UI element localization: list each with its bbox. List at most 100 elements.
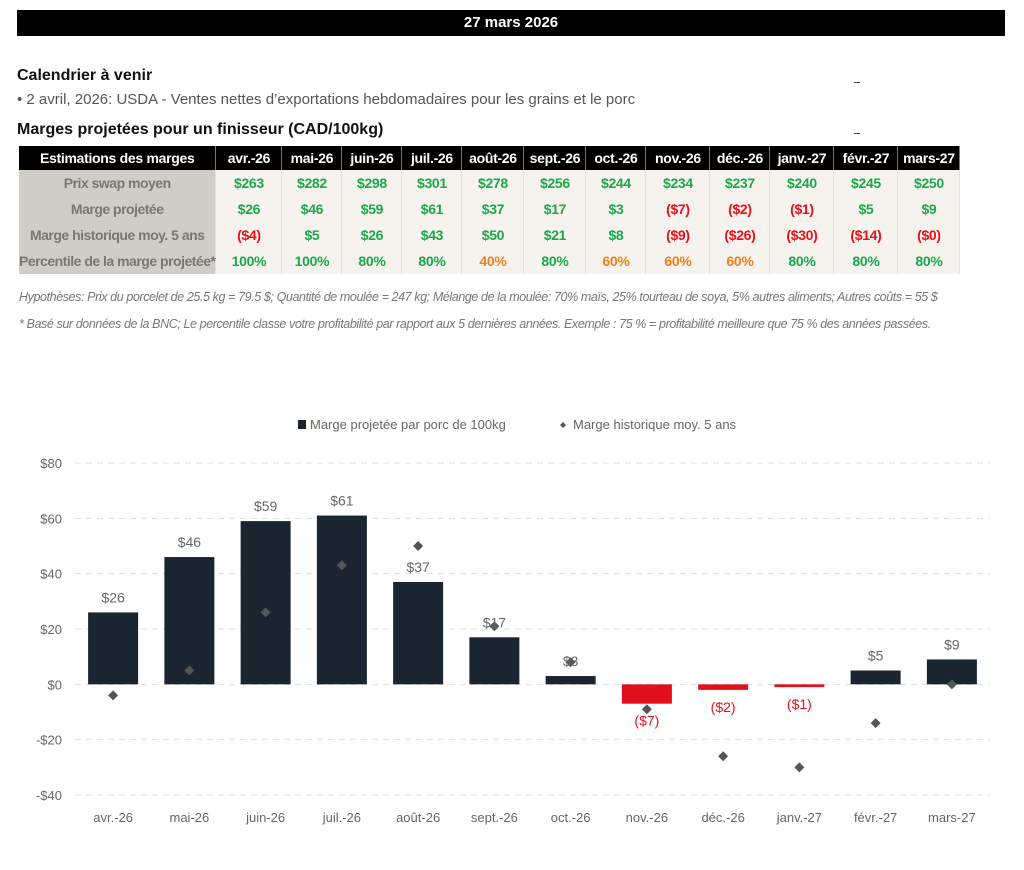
- legend-label-bars: Marge projetée par porc de 100kg: [310, 417, 506, 432]
- table-cell: $301: [401, 170, 463, 196]
- bar-projected-margin: [621, 684, 672, 704]
- table-header-label: Estimations des marges: [19, 146, 217, 170]
- table-cell: $256: [523, 170, 587, 196]
- marker-historical-margin: [565, 657, 576, 668]
- table-cell: 60%: [709, 248, 771, 274]
- bar-data-label: $3: [563, 653, 579, 669]
- table-cell: ($7): [645, 196, 711, 222]
- marker-historical-margin: [184, 665, 195, 676]
- marker-historical-margin: [260, 607, 271, 618]
- bar-projected-margin: [393, 581, 444, 685]
- table-cell: ($30): [769, 222, 835, 248]
- table-cell: $298: [341, 170, 403, 196]
- table-cell: $245: [833, 170, 899, 196]
- table-cell: 100%: [215, 248, 283, 274]
- x-tick-label: juil.-26: [322, 810, 361, 825]
- table-cell: $234: [645, 170, 711, 196]
- y-tick-label: -$20: [36, 733, 62, 748]
- table-cell: ($1): [769, 196, 835, 222]
- table-header-month: juin-26: [341, 146, 403, 170]
- table-header-month: août-26: [461, 146, 525, 170]
- x-tick-label: avr.-26: [93, 810, 133, 825]
- row-label: Marge projetée: [19, 196, 217, 222]
- y-tick-label: $80: [40, 456, 62, 471]
- y-tick-label: $0: [48, 677, 62, 692]
- bar-projected-margin: [88, 612, 139, 685]
- margin-chart: Marge projetée par porc de 100kg Marge h…: [36, 417, 990, 825]
- table-cell: 60%: [645, 248, 711, 274]
- table-cell: ($26): [709, 222, 771, 248]
- x-tick-label: juin-26: [245, 810, 285, 825]
- marker-historical-margin: [108, 690, 119, 701]
- table-cell: $240: [769, 170, 835, 196]
- footnote: * Basé sur données de la BNC; Le percent…: [19, 317, 931, 331]
- table-cell: ($9): [645, 222, 711, 248]
- row-label: Percentile de la marge projetée*: [19, 248, 217, 274]
- table-cell: $26: [215, 196, 283, 222]
- table-cell: $46: [281, 196, 343, 222]
- table-cell: 100%: [281, 248, 343, 274]
- table-header-month: sept.-26: [523, 146, 587, 170]
- table-cell: 80%: [833, 248, 899, 274]
- marker-historical-margin: [870, 718, 881, 729]
- table-header-month: déc.-26: [709, 146, 771, 170]
- table-header-month: juil.-26: [401, 146, 463, 170]
- table-cell: $8: [585, 222, 647, 248]
- y-tick-label: $40: [40, 567, 62, 582]
- table-cell: ($14): [833, 222, 899, 248]
- marker-historical-margin: [794, 762, 805, 773]
- table-header-month: févr.-27: [833, 146, 899, 170]
- table-cell: $17: [523, 196, 587, 222]
- marker-historical-margin: [946, 679, 957, 690]
- table-cell: $5: [833, 196, 899, 222]
- x-tick-label: oct.-26: [551, 810, 591, 825]
- bar-projected-margin: [469, 637, 520, 685]
- bar-data-label: $59: [254, 498, 278, 514]
- table-cell: $21: [523, 222, 587, 248]
- table-header-month: mai-26: [281, 146, 343, 170]
- x-tick-label: déc.-26: [701, 810, 744, 825]
- bar-projected-margin: [164, 557, 215, 685]
- table-cell: $26: [341, 222, 403, 248]
- table-cell: $278: [461, 170, 525, 196]
- table-row: Marge projetée $26 $46 $59 $61 $37 $17 $3 ($7) ($…: [19, 196, 961, 222]
- marker-historical-margin: [641, 704, 652, 715]
- y-tick-label: $20: [40, 622, 62, 637]
- calendar-title: Calendrier à venir: [17, 67, 153, 84]
- x-tick-label: août-26: [396, 810, 440, 825]
- legend-bar-swatch: [298, 420, 306, 429]
- margins-table: Estimations des marges avr.-26 mai-26 juin…: [19, 146, 961, 274]
- table-header-row: Estimations des marges avr.-26 mai-26 juin…: [19, 146, 961, 170]
- table-header-month: nov.-26: [645, 146, 711, 170]
- bar-data-label: $17: [483, 614, 507, 630]
- table-cell: 40%: [461, 248, 525, 274]
- dash-mark: [854, 82, 860, 83]
- table-cell: $282: [281, 170, 343, 196]
- x-tick-label: févr.-27: [854, 810, 897, 825]
- table-cell: 80%: [341, 248, 403, 274]
- table-row: Prix swap moyen $263 $282 $298 $301 $278 $256 $…: [19, 170, 961, 196]
- bar-data-label: ($2): [711, 699, 736, 715]
- legend-diamond-swatch: [560, 422, 566, 428]
- bar-projected-margin: [850, 670, 901, 685]
- table-cell: $37: [461, 196, 525, 222]
- bar-data-label: ($1): [787, 696, 812, 712]
- table-cell: $244: [585, 170, 647, 196]
- marker-historical-margin: [336, 560, 347, 571]
- x-tick-label: nov.-26: [626, 810, 668, 825]
- table-cell: $3: [585, 196, 647, 222]
- table-cell: $237: [709, 170, 771, 196]
- table-cell: 80%: [401, 248, 463, 274]
- date-header: 27 mars 2026: [17, 10, 1005, 36]
- table-header-month: avr.-26: [215, 146, 283, 170]
- bar-projected-margin: [545, 676, 596, 685]
- marker-historical-margin: [718, 751, 729, 762]
- table-cell: 80%: [769, 248, 835, 274]
- row-label: Marge historique moy. 5 ans: [19, 222, 217, 248]
- legend-label-markers: Marge historique moy. 5 ans: [573, 417, 737, 432]
- table-header-month: janv.-27: [769, 146, 835, 170]
- y-tick-label: $60: [40, 511, 62, 526]
- table-cell: $59: [341, 196, 403, 222]
- x-tick-label: mai-26: [170, 810, 210, 825]
- table-row: Percentile de la marge projetée* 100% 100%…: [19, 248, 961, 274]
